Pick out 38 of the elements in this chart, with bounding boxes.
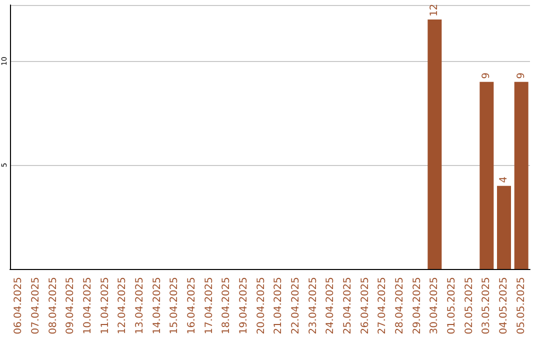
x-tick-label: 24.04.2025: [325, 277, 336, 334]
x-tick-label: 29.04.2025: [412, 277, 423, 334]
x-tick-label: 03.05.2025: [481, 277, 492, 334]
x-tick-label: 09.04.2025: [65, 277, 76, 334]
x-tick-label: 27.04.2025: [377, 277, 388, 334]
x-tick-label: 04.05.2025: [498, 277, 510, 334]
x-tick-label: 26.04.2025: [360, 277, 371, 334]
data-label: 9: [481, 72, 492, 79]
x-tick-label: 01.05.2025: [446, 277, 458, 334]
data-label: 4: [498, 176, 510, 183]
x-tick-label: 18.04.2025: [221, 277, 232, 334]
x-tick-label: 28.04.2025: [394, 277, 406, 334]
x-tick-label: 08.04.2025: [48, 277, 59, 334]
bar: [514, 82, 528, 269]
data-label: 12: [429, 4, 440, 17]
x-tick-label: 22.04.2025: [290, 277, 302, 334]
x-tick-label: 21.04.2025: [273, 277, 284, 334]
x-tick-label: 15.04.2025: [169, 277, 180, 334]
x-tick-label: 10.04.2025: [82, 277, 94, 334]
x-tick-label: 19.04.2025: [238, 277, 250, 334]
x-tick-label: 30.04.2025: [429, 277, 440, 334]
x-tick-label: 13.04.2025: [134, 277, 146, 334]
x-tick-label: 16.04.2025: [186, 277, 198, 334]
bar: [480, 82, 494, 269]
x-tick-label: 11.04.2025: [100, 277, 111, 334]
x-tick-label: 07.04.2025: [30, 277, 42, 334]
bar: [428, 20, 442, 269]
x-tick-label: 12.04.2025: [117, 277, 128, 334]
x-tick-label: 23.04.2025: [308, 277, 319, 334]
x-tick-label: 02.05.2025: [464, 277, 475, 334]
data-label: 9: [516, 72, 527, 79]
bar: [497, 186, 511, 269]
x-tick-label: 05.05.2025: [516, 277, 527, 334]
x-tick-label: 17.04.2025: [204, 277, 215, 334]
x-tick-label: 14.04.2025: [152, 277, 163, 334]
x-tick-label: 25.04.2025: [342, 277, 354, 334]
x-tick-label: 06.04.2025: [13, 277, 24, 334]
x-tick-label: 20.04.2025: [256, 277, 267, 334]
